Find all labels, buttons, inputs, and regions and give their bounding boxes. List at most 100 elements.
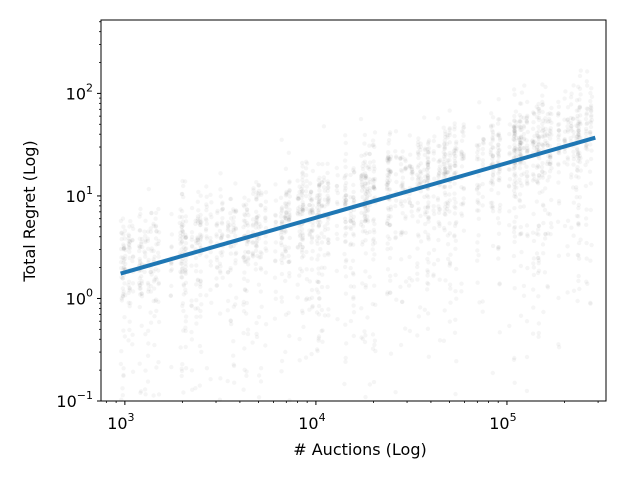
scatter-point (320, 339, 325, 344)
scatter-point (363, 191, 368, 196)
scatter-point (139, 281, 144, 286)
scatter-point (416, 174, 421, 179)
scatter-point (370, 301, 375, 307)
scatter-point (244, 311, 249, 316)
scatter-point (208, 239, 213, 244)
scatter-point (565, 218, 571, 223)
scatter-point (565, 162, 570, 167)
scatter-point (316, 223, 322, 228)
scatter-point (138, 206, 143, 212)
scatter-point (316, 271, 321, 276)
scatter-point (225, 226, 231, 231)
scatter-point (304, 159, 309, 164)
scatter-point (367, 185, 372, 191)
scatter-point (204, 293, 209, 298)
scatter-point (454, 139, 459, 144)
scatter-point (358, 116, 364, 122)
scatter-point (156, 360, 161, 365)
scatter-point (348, 242, 353, 248)
scatter-point (441, 175, 447, 180)
scatter-point (316, 312, 322, 317)
scatter-point (180, 191, 185, 197)
scatter-point (589, 242, 594, 248)
scatter-point (183, 271, 188, 276)
scatter-point (512, 151, 517, 156)
scatter-point (365, 165, 370, 170)
scatter-point (315, 279, 320, 284)
scatter-point (228, 229, 234, 235)
scatter-point (299, 250, 305, 255)
y-tick-label: 100 (66, 286, 93, 308)
scatter-point (371, 236, 376, 242)
scatter-point (363, 163, 369, 168)
scatter-point (565, 155, 570, 160)
scatter-point (303, 166, 309, 171)
scatter-point (359, 306, 364, 311)
scatter-point (283, 216, 289, 221)
scatter-point (442, 170, 448, 175)
scatter-point (583, 146, 588, 151)
scatter-point (325, 197, 330, 202)
scatter-point (308, 190, 314, 195)
scatter-point (334, 188, 339, 193)
scatter-point (228, 251, 234, 256)
scatter-point (149, 272, 154, 277)
scatter-point (245, 327, 251, 332)
scatter-point (547, 131, 552, 137)
scatter-point (426, 165, 431, 171)
scatter-point (279, 299, 285, 304)
scatter-point (309, 229, 314, 234)
scatter-point (495, 121, 501, 126)
scatter-point (198, 282, 203, 287)
scatter-point (363, 217, 368, 222)
scatter-point (490, 182, 496, 187)
scatter-point (304, 161, 310, 166)
scatter-point (402, 157, 408, 162)
scatter-point (220, 201, 225, 207)
scatter-point (525, 149, 530, 154)
scatter-point (525, 232, 530, 237)
scatter-point (204, 218, 209, 223)
scatter-point (519, 172, 524, 178)
scatter-point (514, 153, 519, 158)
scatter-point (385, 221, 390, 226)
scatter-point (556, 201, 562, 206)
scatter-point (536, 128, 542, 134)
scatter-point (273, 223, 278, 228)
scatter-point (263, 215, 268, 220)
scatter-point (183, 314, 189, 319)
scatter-point (517, 151, 523, 157)
scatter-point (214, 258, 220, 263)
scatter-point (425, 150, 431, 155)
scatter-point (571, 149, 576, 154)
scatter-point (273, 289, 278, 294)
scatter-point (517, 197, 522, 203)
scatter-point (490, 153, 495, 158)
scatter-point (490, 145, 495, 150)
scatter-point (137, 292, 143, 297)
scatter-point (343, 291, 349, 296)
scatter-point (475, 248, 480, 253)
scatter-point (490, 156, 495, 162)
scatter-point (409, 203, 415, 208)
scatter-point (181, 194, 186, 200)
scatter-point (431, 151, 436, 156)
scatter-point (251, 254, 256, 259)
scatter-point (475, 144, 480, 149)
scatter-point (489, 111, 494, 116)
scatter-point (514, 120, 519, 125)
scatter-point (351, 170, 357, 175)
scatter-point (512, 119, 517, 124)
scatter-point (151, 221, 156, 227)
scatter-point (574, 134, 580, 139)
scatter-point (190, 244, 195, 249)
scatter-point (490, 153, 496, 158)
scatter-point (300, 233, 306, 238)
scatter-point (453, 153, 458, 159)
scatter-point (422, 179, 427, 184)
scatter-point (360, 229, 366, 234)
scatter-point (128, 239, 133, 244)
scatter-point (536, 334, 541, 339)
scatter-point (448, 162, 453, 168)
scatter-point (394, 179, 399, 185)
